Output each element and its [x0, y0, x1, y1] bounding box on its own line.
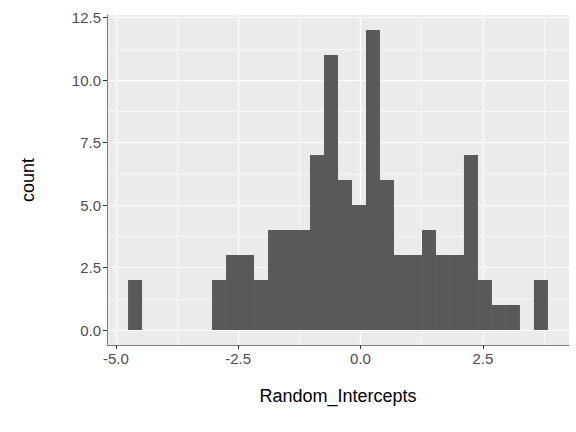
svg-text:10.0: 10.0	[72, 72, 101, 89]
svg-text:12.5: 12.5	[72, 9, 101, 26]
svg-text:-2.5: -2.5	[225, 350, 251, 367]
svg-text:0.0: 0.0	[80, 322, 101, 339]
svg-text:7.5: 7.5	[80, 134, 101, 151]
svg-text:2.5: 2.5	[80, 259, 101, 276]
svg-text:2.5: 2.5	[472, 350, 493, 367]
svg-text:-5.0: -5.0	[103, 350, 129, 367]
svg-text:count: count	[18, 158, 38, 202]
svg-text:Random_Intercepts: Random_Intercepts	[259, 386, 416, 407]
svg-text:0.0: 0.0	[350, 350, 371, 367]
svg-text:5.0: 5.0	[80, 197, 101, 214]
